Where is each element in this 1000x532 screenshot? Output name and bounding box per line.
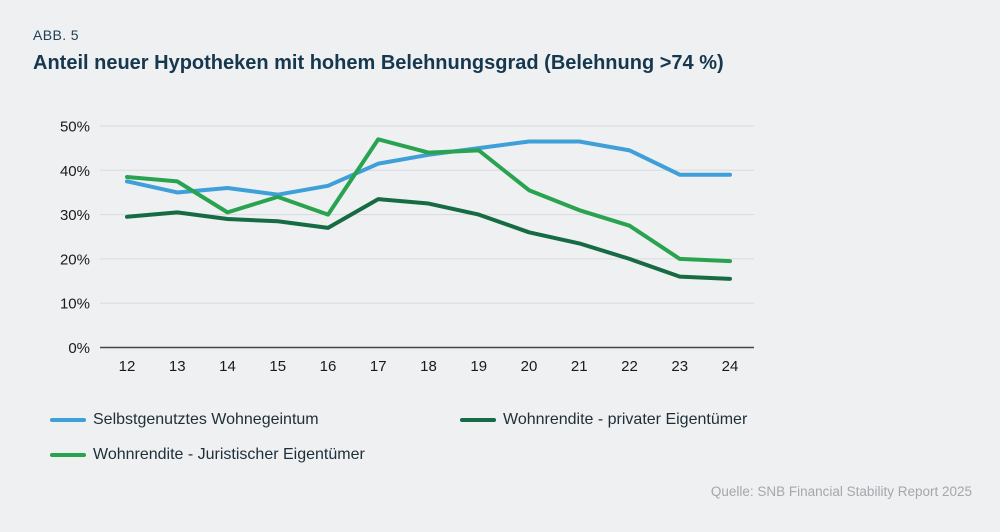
series-line-1 — [125, 197, 732, 281]
x-axis-tick-label: 24 — [722, 358, 739, 375]
x-axis-tick-label: 16 — [320, 358, 337, 375]
y-axis-tick-label: 30% — [60, 207, 90, 224]
x-axis-tick-label: 18 — [420, 358, 437, 375]
chart-title: Anteil neuer Hypotheken mit hohem Belehn… — [33, 52, 724, 74]
y-axis-tick-label: 10% — [60, 296, 90, 313]
series-line-2 — [125, 137, 732, 264]
legend-item: Wohnrendite - Juristischer Eigentümer — [50, 446, 460, 464]
x-axis-tick-label: 23 — [671, 358, 688, 375]
series-line-0 — [125, 139, 732, 197]
x-axis-tick-label: 12 — [119, 358, 136, 375]
legend-line-swatch — [460, 418, 496, 422]
legend-label: Wohnrendite - Juristischer Eigentümer — [93, 446, 365, 463]
line-chart: 0% 10% 20% 30% 40% 50% 12 13 14 15 16 17 18 19 20 21 22 2… — [60, 119, 754, 375]
y-axis-tick-label: 50% — [60, 119, 90, 136]
legend-item: Selbstgenutztes Wohnegeintum — [50, 411, 460, 429]
x-axis-tick-label: 15 — [269, 358, 286, 375]
legend-label: Wohnrendite - privater Eigentümer — [503, 411, 748, 428]
x-axis-tick-label: 19 — [470, 358, 487, 375]
chart-legend: Selbstgenutztes Wohnegeintum Wohnrendite … — [50, 406, 930, 469]
legend-item: Wohnrendite - privater Eigentümer — [460, 411, 930, 429]
x-axis-tick-label: 20 — [521, 358, 538, 375]
y-axis-tick-label: 0% — [68, 340, 90, 357]
x-axis-tick-label: 14 — [219, 358, 236, 375]
figure-number: ABB. 5 — [33, 27, 79, 43]
y-axis-tick-label: 20% — [60, 251, 90, 268]
legend-line-swatch — [50, 453, 86, 457]
legend-line-swatch — [50, 418, 86, 422]
x-axis-tick-label: 22 — [621, 358, 638, 375]
x-axis-tick-label: 17 — [370, 358, 387, 375]
y-axis-tick-label: 40% — [60, 163, 90, 180]
legend-label: Selbstgenutztes Wohnegeintum — [93, 411, 319, 428]
source-note: Quelle: SNB Financial Stability Report 2… — [710, 484, 972, 499]
x-axis-tick-label: 21 — [571, 358, 588, 375]
x-axis-tick-label: 13 — [169, 358, 186, 375]
